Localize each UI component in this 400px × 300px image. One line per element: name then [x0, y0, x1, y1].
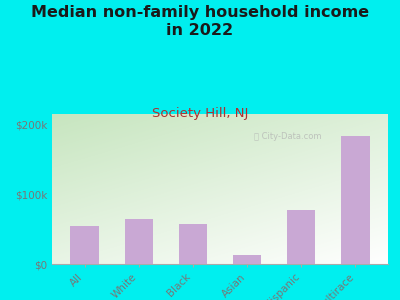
- Bar: [125, 219, 153, 264]
- Bar: [179, 224, 207, 264]
- Text: Society Hill, NJ: Society Hill, NJ: [152, 106, 248, 119]
- Bar: [233, 255, 261, 264]
- Text: Median non-family household income
in 2022: Median non-family household income in 20…: [31, 4, 369, 38]
- Bar: [287, 210, 315, 264]
- Bar: [70, 226, 99, 264]
- Text: ⓘ City-Data.com: ⓘ City-Data.com: [254, 132, 321, 141]
- Bar: [341, 136, 370, 264]
